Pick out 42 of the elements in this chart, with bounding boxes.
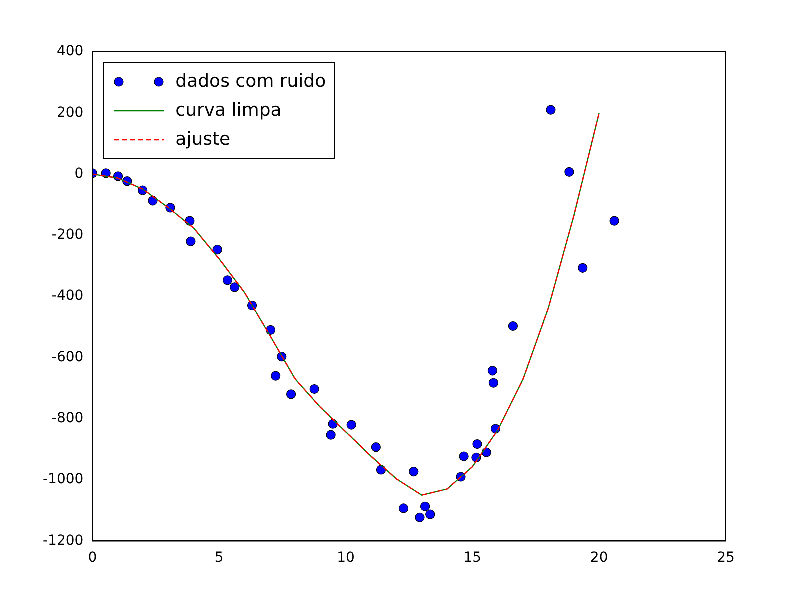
point xyxy=(310,384,320,394)
point xyxy=(420,502,430,512)
point xyxy=(286,390,296,400)
y-tick-label: -1000 xyxy=(42,472,84,488)
legend-label: dados com ruido xyxy=(176,71,326,92)
point xyxy=(409,466,419,477)
y-tick-label: 0 xyxy=(74,166,84,182)
point xyxy=(488,366,498,376)
point xyxy=(212,245,222,255)
point xyxy=(222,276,233,286)
point xyxy=(346,420,356,430)
point xyxy=(186,236,196,246)
point xyxy=(426,510,436,520)
x-tick-label: 5 xyxy=(214,550,224,566)
point xyxy=(564,167,574,177)
point xyxy=(271,371,281,381)
y-tick-label: -1200 xyxy=(42,532,84,549)
legend-label: curva limpa xyxy=(176,100,282,121)
point xyxy=(508,321,518,332)
point xyxy=(578,263,588,273)
y-tick-label: -400 xyxy=(52,288,84,304)
x-tick-label: 20 xyxy=(590,550,608,566)
point xyxy=(546,105,556,115)
point xyxy=(472,439,482,450)
x-tick-label: 10 xyxy=(337,550,355,566)
point xyxy=(326,430,336,440)
y-tick-label: 200 xyxy=(56,104,84,121)
point xyxy=(415,512,425,522)
y-tick-label: -800 xyxy=(52,410,84,427)
point xyxy=(610,216,620,226)
point xyxy=(459,452,469,462)
x-tick-label: 25 xyxy=(717,550,735,566)
point xyxy=(230,282,240,292)
y-tick-label: -200 xyxy=(52,227,84,244)
point xyxy=(398,504,409,514)
y-tick-label: -600 xyxy=(52,349,84,366)
x-tick-label: 15 xyxy=(464,550,482,566)
x-tick-label: 0 xyxy=(88,550,98,566)
y-tick-label: 400 xyxy=(56,44,84,60)
point xyxy=(371,442,381,452)
point xyxy=(488,378,498,388)
legend-label: ajuste xyxy=(176,129,231,150)
